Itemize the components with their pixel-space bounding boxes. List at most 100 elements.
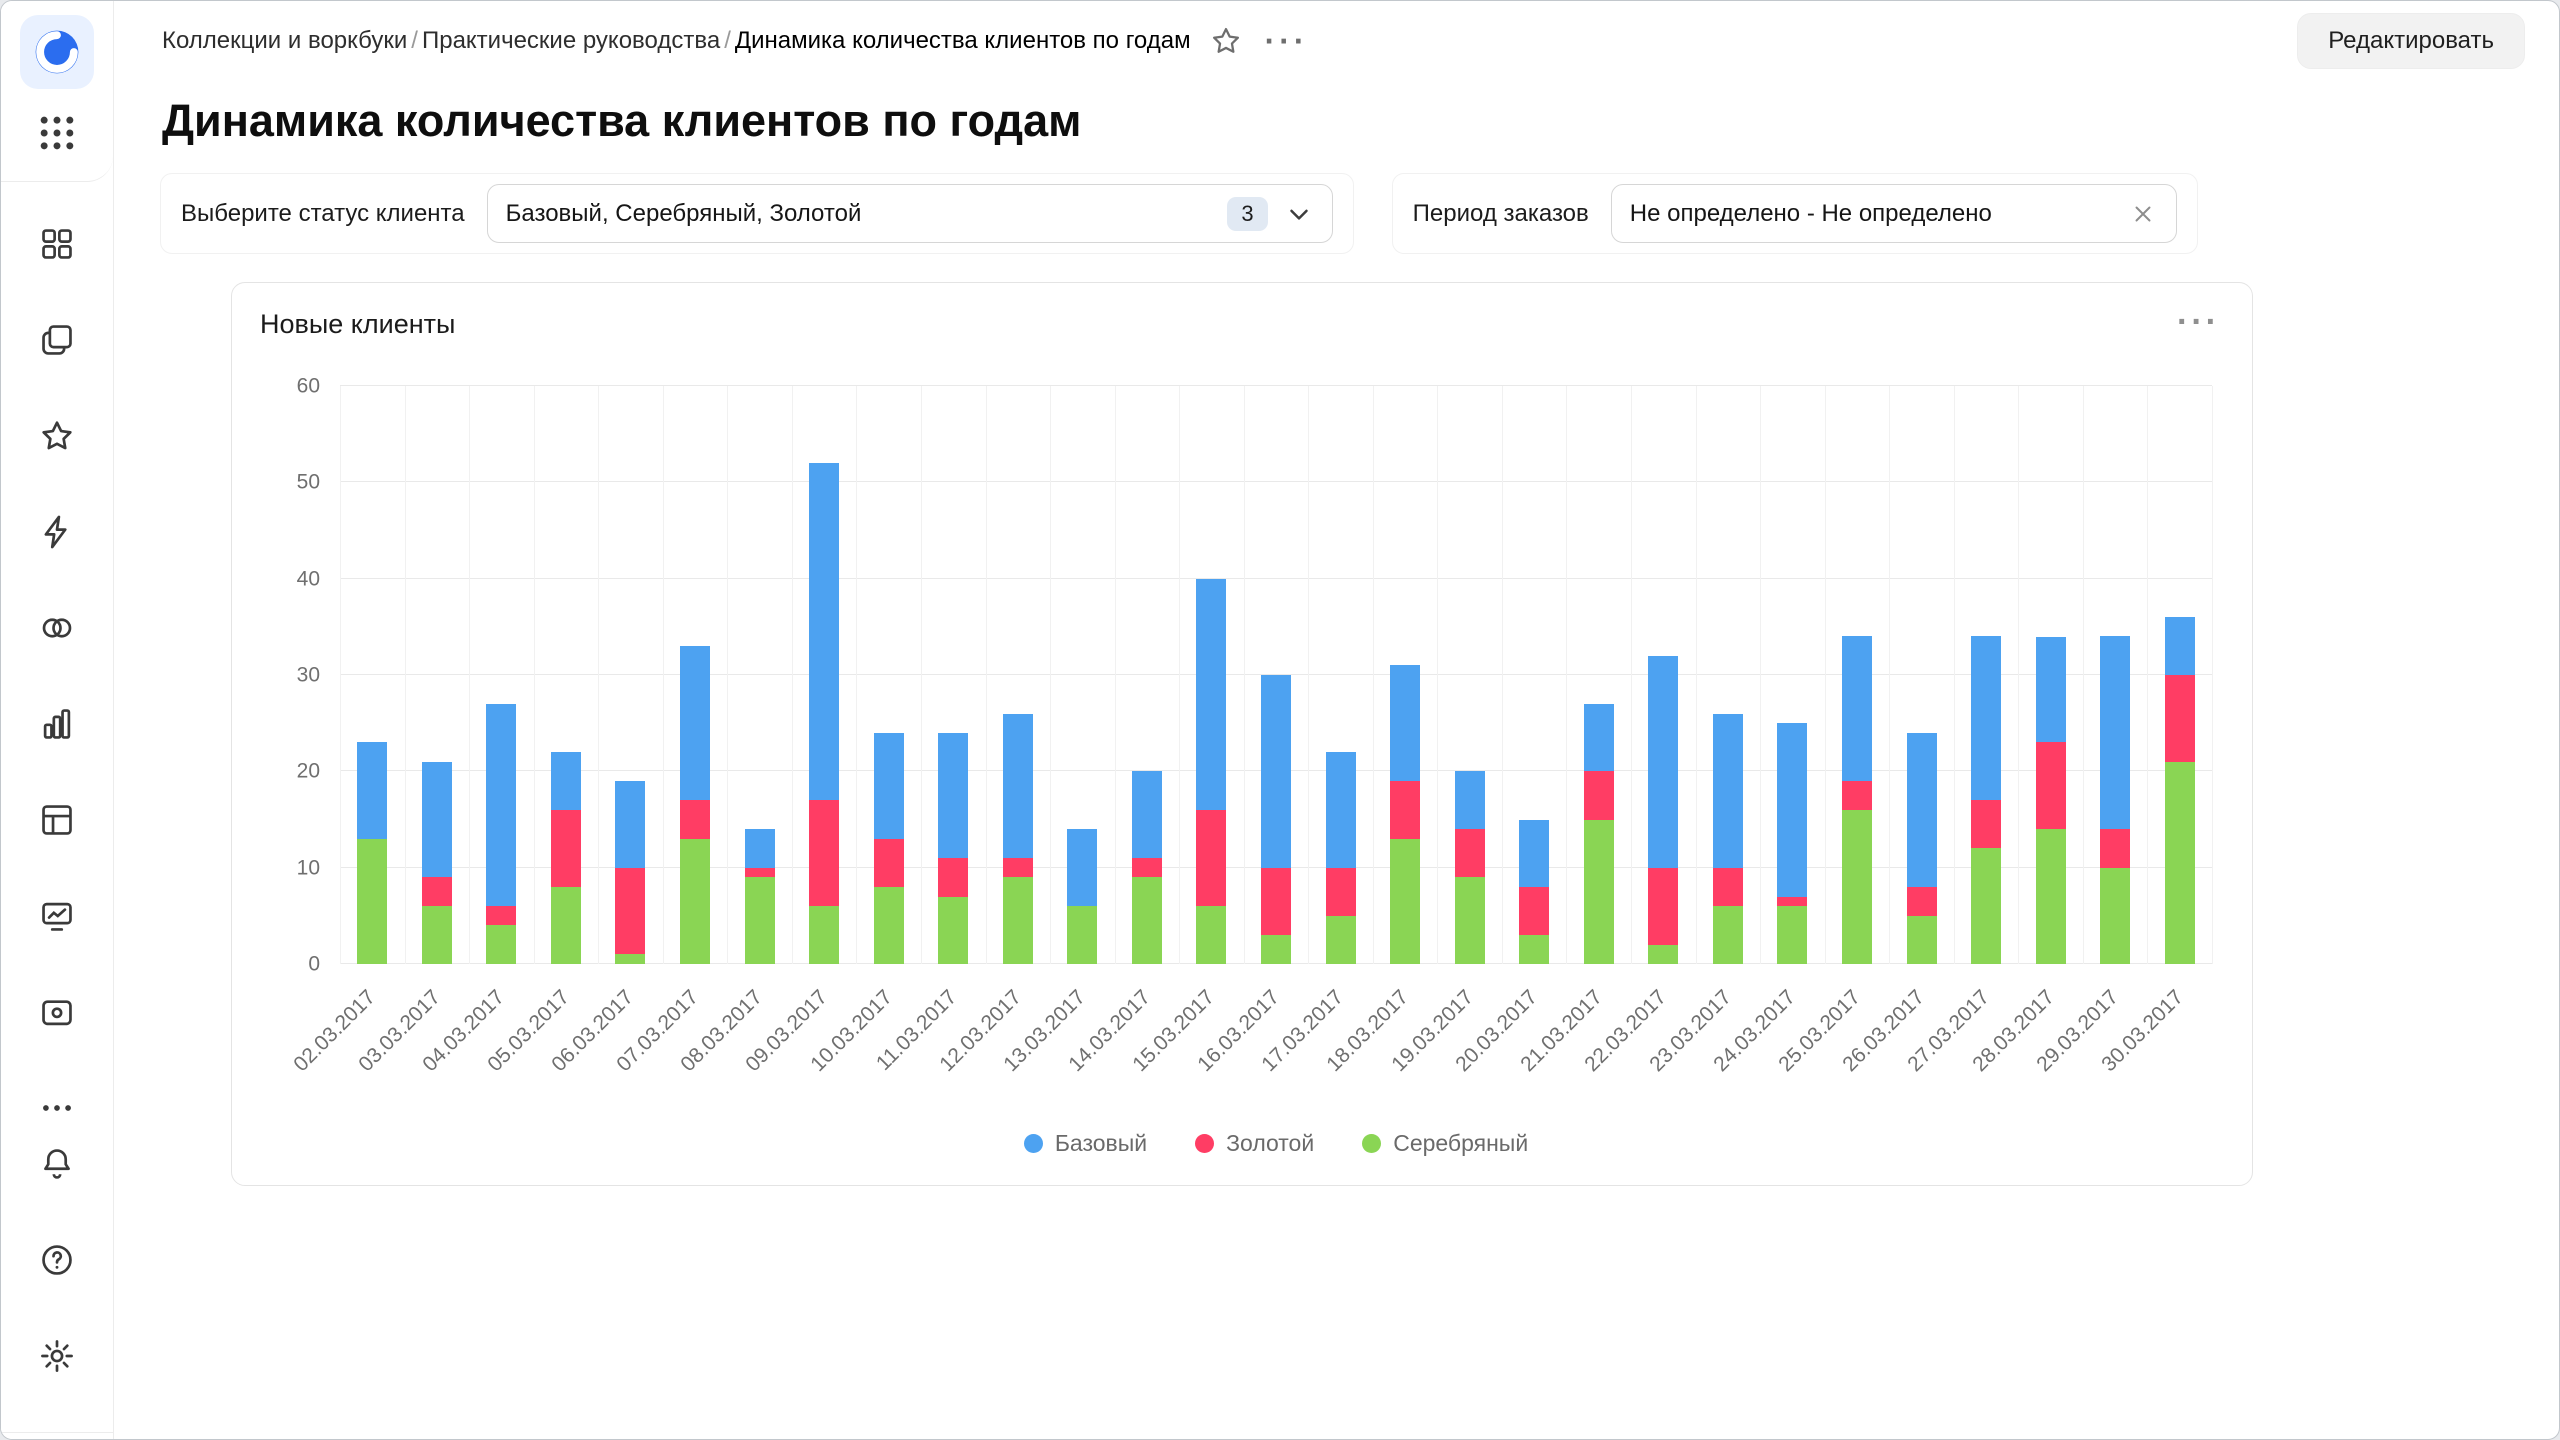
stacked-bar-22.03.2017[interactable] <box>1648 386 1679 964</box>
notifications-button[interactable] <box>29 1136 85 1192</box>
bar-segment-Золотой[interactable] <box>1454 829 1485 878</box>
bar-segment-Золотой[interactable] <box>615 867 646 955</box>
widget-menu-button[interactable]: ··· <box>2171 305 2226 339</box>
bar-segment-Базовый[interactable] <box>1002 713 1033 859</box>
bar-segment-Базовый[interactable] <box>2100 636 2131 830</box>
bar-segment-Базовый[interactable] <box>1067 829 1098 907</box>
bar-segment-Базовый[interactable] <box>550 752 581 810</box>
bar-segment-Серебряный[interactable] <box>615 954 646 964</box>
stacked-bar-09.03.2017[interactable] <box>809 386 840 964</box>
stacked-bar-30.03.2017[interactable] <box>2164 386 2195 964</box>
bar-segment-Золотой[interactable] <box>744 867 775 878</box>
bar-segment-Серебряный[interactable] <box>1325 915 1356 964</box>
bar-segment-Серебряный[interactable] <box>2035 829 2066 964</box>
bar-segment-Золотой[interactable] <box>1906 886 1937 916</box>
bar-segment-Базовый[interactable] <box>1712 713 1743 868</box>
bar-segment-Золотой[interactable] <box>2100 829 2131 868</box>
stacked-bar-11.03.2017[interactable] <box>938 386 969 964</box>
settings-button[interactable] <box>29 1328 85 1384</box>
bar-segment-Серебряный[interactable] <box>1906 915 1937 964</box>
bar-segment-Базовый[interactable] <box>421 761 452 878</box>
sidebar-item-dashboards[interactable] <box>29 888 85 944</box>
bar-segment-Серебряный[interactable] <box>809 906 840 964</box>
sidebar-item-favorites[interactable] <box>29 408 85 464</box>
datalens-logo[interactable] <box>20 15 94 89</box>
bar-segment-Серебряный[interactable] <box>550 886 581 964</box>
bar-segment-Золотой[interactable] <box>1648 867 1679 945</box>
bar-segment-Базовый[interactable] <box>809 463 840 801</box>
clear-period-button[interactable] <box>2128 199 2158 229</box>
stacked-bar-05.03.2017[interactable] <box>550 386 581 964</box>
breadcrumb-guides[interactable]: Практические руководства <box>421 27 721 54</box>
bar-segment-Базовый[interactable] <box>1325 752 1356 868</box>
sidebar-item-editor[interactable] <box>29 504 85 560</box>
bar-segment-Серебряный[interactable] <box>1583 819 1614 964</box>
bar-segment-Базовый[interactable] <box>486 703 517 907</box>
bar-segment-Базовый[interactable] <box>1131 771 1162 859</box>
stacked-bar-04.03.2017[interactable] <box>486 386 517 964</box>
bar-segment-Золотой[interactable] <box>486 906 517 926</box>
bar-segment-Серебряный[interactable] <box>1841 809 1872 964</box>
stacked-bar-08.03.2017[interactable] <box>744 386 775 964</box>
sidebar-item-datasets[interactable] <box>29 792 85 848</box>
sidebar-item-connections[interactable] <box>29 600 85 656</box>
bar-segment-Золотой[interactable] <box>1841 780 1872 810</box>
bar-segment-Базовый[interactable] <box>1906 732 1937 887</box>
bar-segment-Серебряный[interactable] <box>1648 944 1679 964</box>
stacked-bar-13.03.2017[interactable] <box>1067 386 1098 964</box>
bar-segment-Базовый[interactable] <box>873 732 904 839</box>
stacked-bar-20.03.2017[interactable] <box>1519 386 1550 964</box>
bar-segment-Базовый[interactable] <box>1648 655 1679 868</box>
bar-segment-Серебряный[interactable] <box>744 877 775 964</box>
bar-segment-Золотой[interactable] <box>938 858 969 897</box>
bar-segment-Серебряный[interactable] <box>873 886 904 964</box>
bar-segment-Базовый[interactable] <box>2164 617 2195 676</box>
apps-grid-button[interactable] <box>29 105 85 161</box>
bar-segment-Базовый[interactable] <box>680 646 711 801</box>
bar-segment-Золотой[interactable] <box>550 809 581 887</box>
stacked-bar-12.03.2017[interactable] <box>1002 386 1033 964</box>
stacked-bar-03.03.2017[interactable] <box>421 386 452 964</box>
sidebar-item-workbooks[interactable] <box>29 312 85 368</box>
bar-segment-Серебряный[interactable] <box>1067 906 1098 964</box>
edit-button[interactable]: Редактировать <box>2297 13 2525 69</box>
sidebar-item-charts[interactable] <box>29 696 85 752</box>
stacked-bar-21.03.2017[interactable] <box>1583 386 1614 964</box>
bar-segment-Серебряный[interactable] <box>1971 848 2002 964</box>
bar-segment-Базовый[interactable] <box>2035 636 2066 743</box>
bar-segment-Серебряный[interactable] <box>2164 761 2195 964</box>
bar-segment-Серебряный[interactable] <box>1519 935 1550 964</box>
stacked-bar-17.03.2017[interactable] <box>1325 386 1356 964</box>
bar-segment-Базовый[interactable] <box>1454 771 1485 830</box>
bar-segment-Золотой[interactable] <box>1777 896 1808 907</box>
stacked-bar-19.03.2017[interactable] <box>1454 386 1485 964</box>
bar-segment-Базовый[interactable] <box>1777 723 1808 897</box>
bar-segment-Золотой[interactable] <box>2035 742 2066 830</box>
bar-segment-Золотой[interactable] <box>680 800 711 839</box>
bar-segment-Золотой[interactable] <box>1325 867 1356 916</box>
bar-segment-Базовый[interactable] <box>1841 636 1872 781</box>
expand-panel-button[interactable] <box>1 1432 113 1439</box>
legend-item-Золотой[interactable]: Золотой <box>1195 1130 1314 1157</box>
bar-segment-Золотой[interactable] <box>2164 675 2195 762</box>
sidebar-item-services[interactable] <box>29 984 85 1040</box>
bar-segment-Золотой[interactable] <box>421 877 452 907</box>
bar-segment-Серебряный[interactable] <box>1002 877 1033 964</box>
bar-segment-Серебряный[interactable] <box>357 838 388 964</box>
stacked-bar-07.03.2017[interactable] <box>680 386 711 964</box>
bar-segment-Базовый[interactable] <box>938 732 969 859</box>
stacked-bar-14.03.2017[interactable] <box>1131 386 1162 964</box>
sidebar-item-collections[interactable] <box>29 216 85 272</box>
bar-segment-Серебряный[interactable] <box>1777 906 1808 964</box>
breadcrumb-collections[interactable]: Коллекции и воркбуки <box>162 27 408 54</box>
bar-segment-Золотой[interactable] <box>1390 780 1421 839</box>
bar-segment-Базовый[interactable] <box>1971 636 2002 801</box>
bar-segment-Серебряный[interactable] <box>938 896 969 964</box>
bar-segment-Серебряный[interactable] <box>1390 838 1421 964</box>
bar-segment-Базовый[interactable] <box>1196 578 1227 810</box>
stacked-bar-10.03.2017[interactable] <box>873 386 904 964</box>
bar-segment-Базовый[interactable] <box>744 829 775 868</box>
bar-segment-Базовый[interactable] <box>1390 665 1421 781</box>
bar-segment-Золотой[interactable] <box>873 838 904 887</box>
bar-segment-Золотой[interactable] <box>1002 858 1033 878</box>
